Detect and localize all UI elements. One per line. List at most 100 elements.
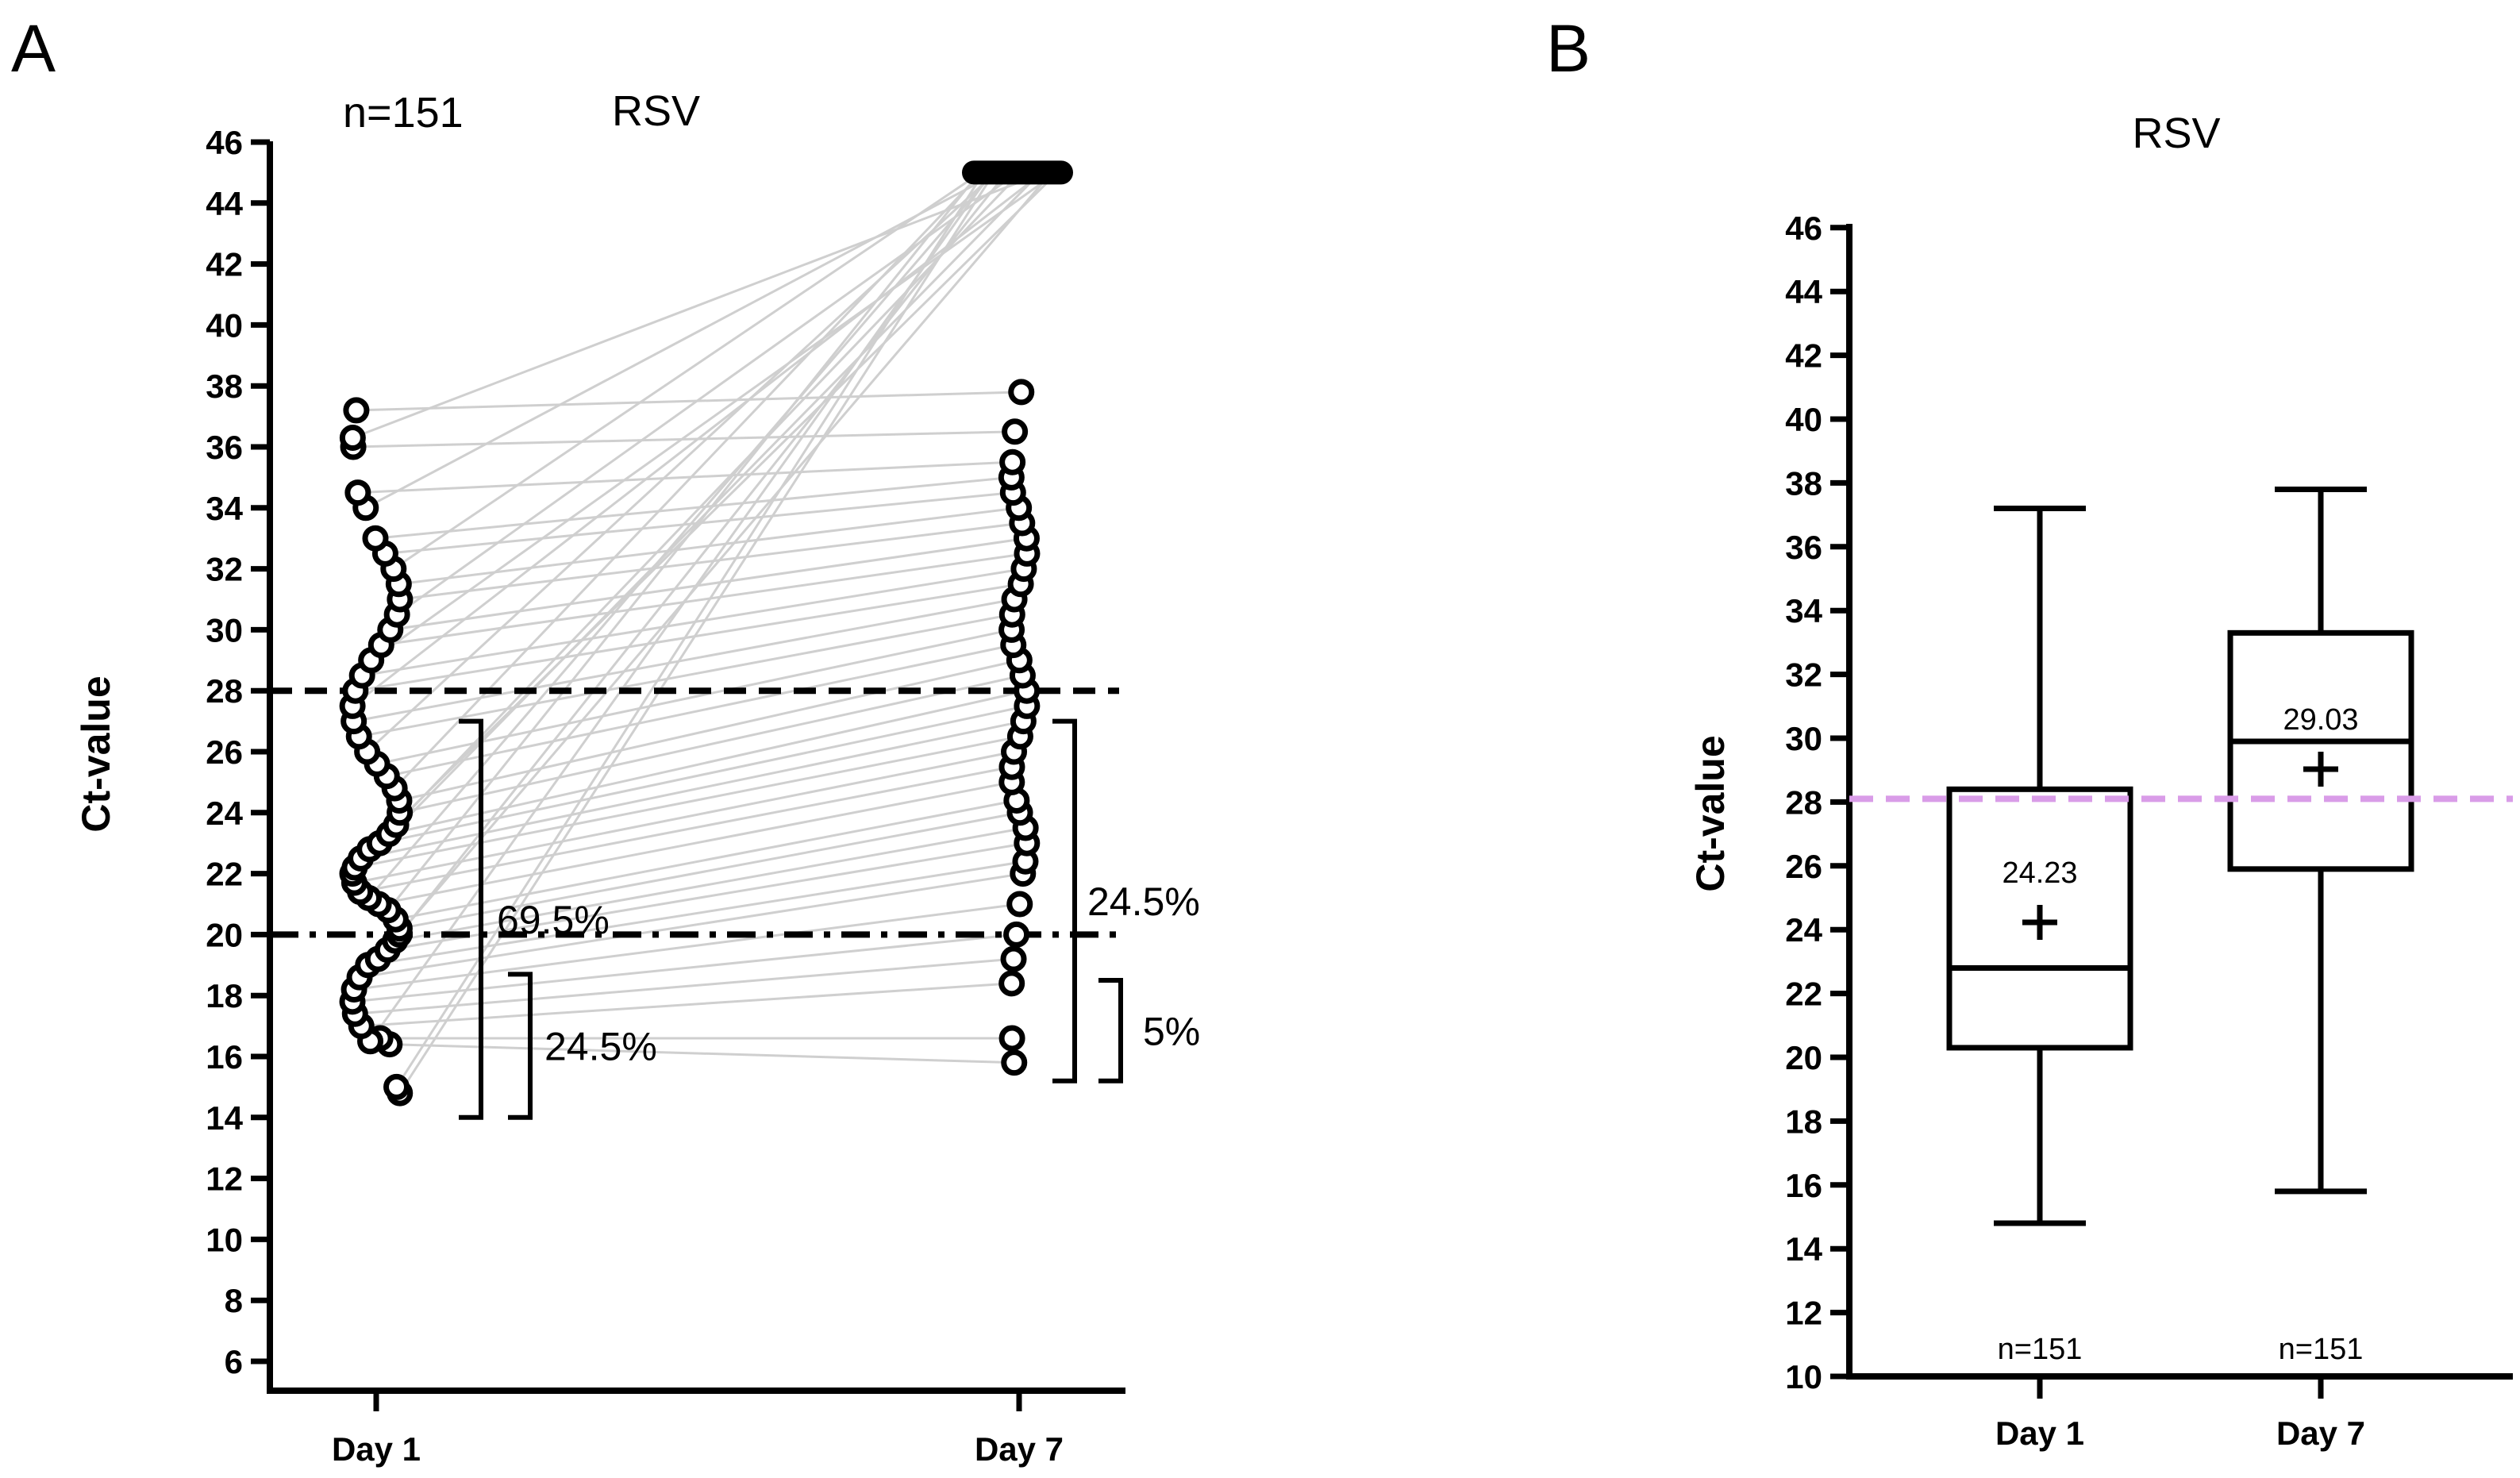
panel-b-y-tick-label: 30	[1785, 720, 1822, 757]
panel-a-y-tick-label: 28	[206, 672, 243, 710]
panel-a-y-tick-label: 24	[206, 795, 243, 832]
panel-b-y-tick-label: 14	[1785, 1230, 1822, 1268]
panel-a-y-tick-label: 34	[206, 490, 243, 527]
panel-a-pair-line	[378, 780, 1013, 906]
panel-a-x-label-day7: Day 7	[975, 1430, 1064, 1468]
panel-b-y-tick-label: 36	[1785, 529, 1822, 566]
panel-a-pair-line	[358, 613, 1013, 738]
panel-b-y-tick-label: 16	[1785, 1167, 1822, 1204]
panel-a-day7-point	[1006, 891, 1033, 918]
panel-b-x-label-day1: Day 1	[1995, 1414, 2084, 1452]
panel-a-y-axis-label: Ct-value	[74, 675, 118, 832]
panel-a-y-tick-label: 10	[206, 1221, 243, 1258]
panel-a-brackets: 69.5% 24.5% 24.5% 5%	[459, 718, 1200, 1120]
panel-a-pair-line	[375, 475, 1012, 540]
panel-a-pair-line	[387, 841, 1028, 952]
panel-b-box-2: 29.03 n=151	[2227, 486, 2414, 1366]
panel-a-pair-line	[398, 171, 1008, 936]
panel-a-pair-line	[399, 811, 1021, 930]
panel-a-pair-line	[399, 674, 1023, 814]
panel-a-pair-line	[353, 903, 1020, 991]
panel-a-x-label-day1: Day 1	[332, 1430, 421, 1468]
panel-a-bracket-label: 69.5%	[497, 898, 610, 942]
panel-b-y-tick-label: 42	[1785, 337, 1822, 375]
panel-b-mean-marker	[2303, 751, 2338, 787]
panel-a-pair-line	[355, 957, 1014, 1015]
panel-b-y-tick-label: 24	[1785, 911, 1822, 949]
panel-a-pair-line	[392, 171, 982, 570]
panel-b-boxes: 24.23 n=151 29.03 n=151	[1946, 486, 2414, 1366]
panel-b-label: B	[1546, 11, 1591, 86]
panel-a-pair-line	[366, 171, 997, 753]
panel-a: A n=151 RSV Ct-value 69.5% 24.5% 24.5% 5% 6…	[11, 11, 1200, 1468]
panel-a-pair-line	[398, 506, 1019, 586]
panel-a-y-tick-label: 40	[206, 306, 243, 344]
panel-a-y-tick-label: 18	[206, 977, 243, 1014]
panel-b-iqr-box	[2227, 629, 2414, 872]
panel-a-bracket	[459, 718, 483, 1120]
panel-a-pair-lines	[351, 171, 1059, 1094]
panel-a-pair-line	[381, 552, 1028, 647]
panel-a-day7-point	[1001, 1049, 1028, 1076]
panel-a-day7-point	[1000, 945, 1027, 972]
panel-b-y-tick-label: 22	[1785, 976, 1822, 1013]
panel-a-day7-point	[998, 1025, 1025, 1052]
panel-a-day7-point	[1008, 379, 1035, 406]
panel-b-y-tick-label: 18	[1785, 1103, 1822, 1140]
panel-a-day1-point	[383, 1073, 410, 1100]
panel-a-day1-point	[362, 525, 389, 552]
panel-b-y-tick-label: 34	[1785, 592, 1822, 629]
panel-b-y-tick-label: 38	[1785, 464, 1822, 502]
panel-a-bracket-label: 24.5%	[1087, 879, 1200, 924]
panel-a-bracket	[1052, 718, 1077, 1083]
panel-a-y-tick-label: 26	[206, 733, 243, 771]
panel-a-y-tick-label: 16	[206, 1038, 243, 1076]
panel-a-pair-line	[394, 826, 1026, 942]
panel-a-pair-line	[354, 735, 1021, 869]
panel-a-pair-line	[365, 171, 998, 510]
panel-a-y-tick-label: 20	[206, 916, 243, 953]
panel-a-day1-point	[344, 479, 371, 506]
panel-b-y-ticks: 10 12 14 16 18 20 22 24 26 28 30 32 34 36 38 40 42 44 46	[1785, 210, 1849, 1395]
panel-a-pair-line	[354, 750, 1014, 884]
panel-a-y-tick-label: 14	[206, 1099, 243, 1137]
panel-a-pair-line	[394, 171, 983, 790]
panel-a-day7-negative-cluster	[962, 160, 1073, 185]
panel-a-pair-line	[390, 537, 1027, 631]
panel-a-pair-line	[352, 933, 1017, 1003]
panel-a-pair-line	[379, 704, 1028, 845]
panel-b-mean-label: 24.23	[2002, 856, 2077, 890]
panel-b-y-tick-label: 40	[1785, 401, 1822, 438]
panel-a-n-label: n=151	[343, 89, 464, 137]
panel-b-title: RSV	[2132, 110, 2220, 157]
panel-a-label: A	[11, 11, 56, 86]
panel-a-y-tick-label: 36	[206, 429, 243, 466]
panel-b-y-tick-label: 46	[1785, 210, 1822, 247]
panel-b-y-tick-label: 28	[1785, 783, 1822, 821]
panel-a-day1-point	[339, 424, 366, 451]
panel-a-bracket-label: 24.5%	[544, 1025, 657, 1069]
panel-a-pair-line	[352, 171, 1045, 439]
panel-a-y-tick-label: 46	[206, 124, 243, 161]
panel-a-axes: 6 8 10 12 14 16 18 20 22 24 26 28 30 32 34 36 38 40 42 44 46…	[206, 124, 1125, 1468]
panel-b-box-1: 24.23 n=151	[1946, 506, 2133, 1366]
panel-a-pair-line	[355, 583, 1021, 692]
panel-a-pair-line	[356, 391, 1021, 412]
panel-b-y-axis-label: Ct-value	[1688, 735, 1733, 891]
panel-b-n-label: n=151	[1998, 1333, 2083, 1366]
panel-a-day1-point	[343, 397, 370, 424]
panel-a-title: RSV	[612, 87, 700, 135]
panel-a-pair-line	[361, 982, 1012, 1028]
panel-b-mean-label: 29.03	[2283, 703, 2358, 737]
panel-a-bracket	[1098, 978, 1123, 1083]
panel-b-y-tick-label: 32	[1785, 656, 1822, 694]
panel-a-y-tick-label: 42	[206, 246, 243, 283]
panel-a-y-tick-label: 22	[206, 856, 243, 893]
panel-a-pair-line	[394, 171, 1021, 826]
panel-a-y-tick-label: 12	[206, 1160, 243, 1198]
panel-a-pair-line	[399, 522, 1022, 601]
panel-a-y-ticks: 6 8 10 12 14 16 18 20 22 24 26 28 30 32 34 36 38 40 42 44 46	[206, 124, 270, 1380]
panel-a-day7-point	[1003, 921, 1030, 948]
panel-a-pair-line	[396, 171, 1019, 616]
